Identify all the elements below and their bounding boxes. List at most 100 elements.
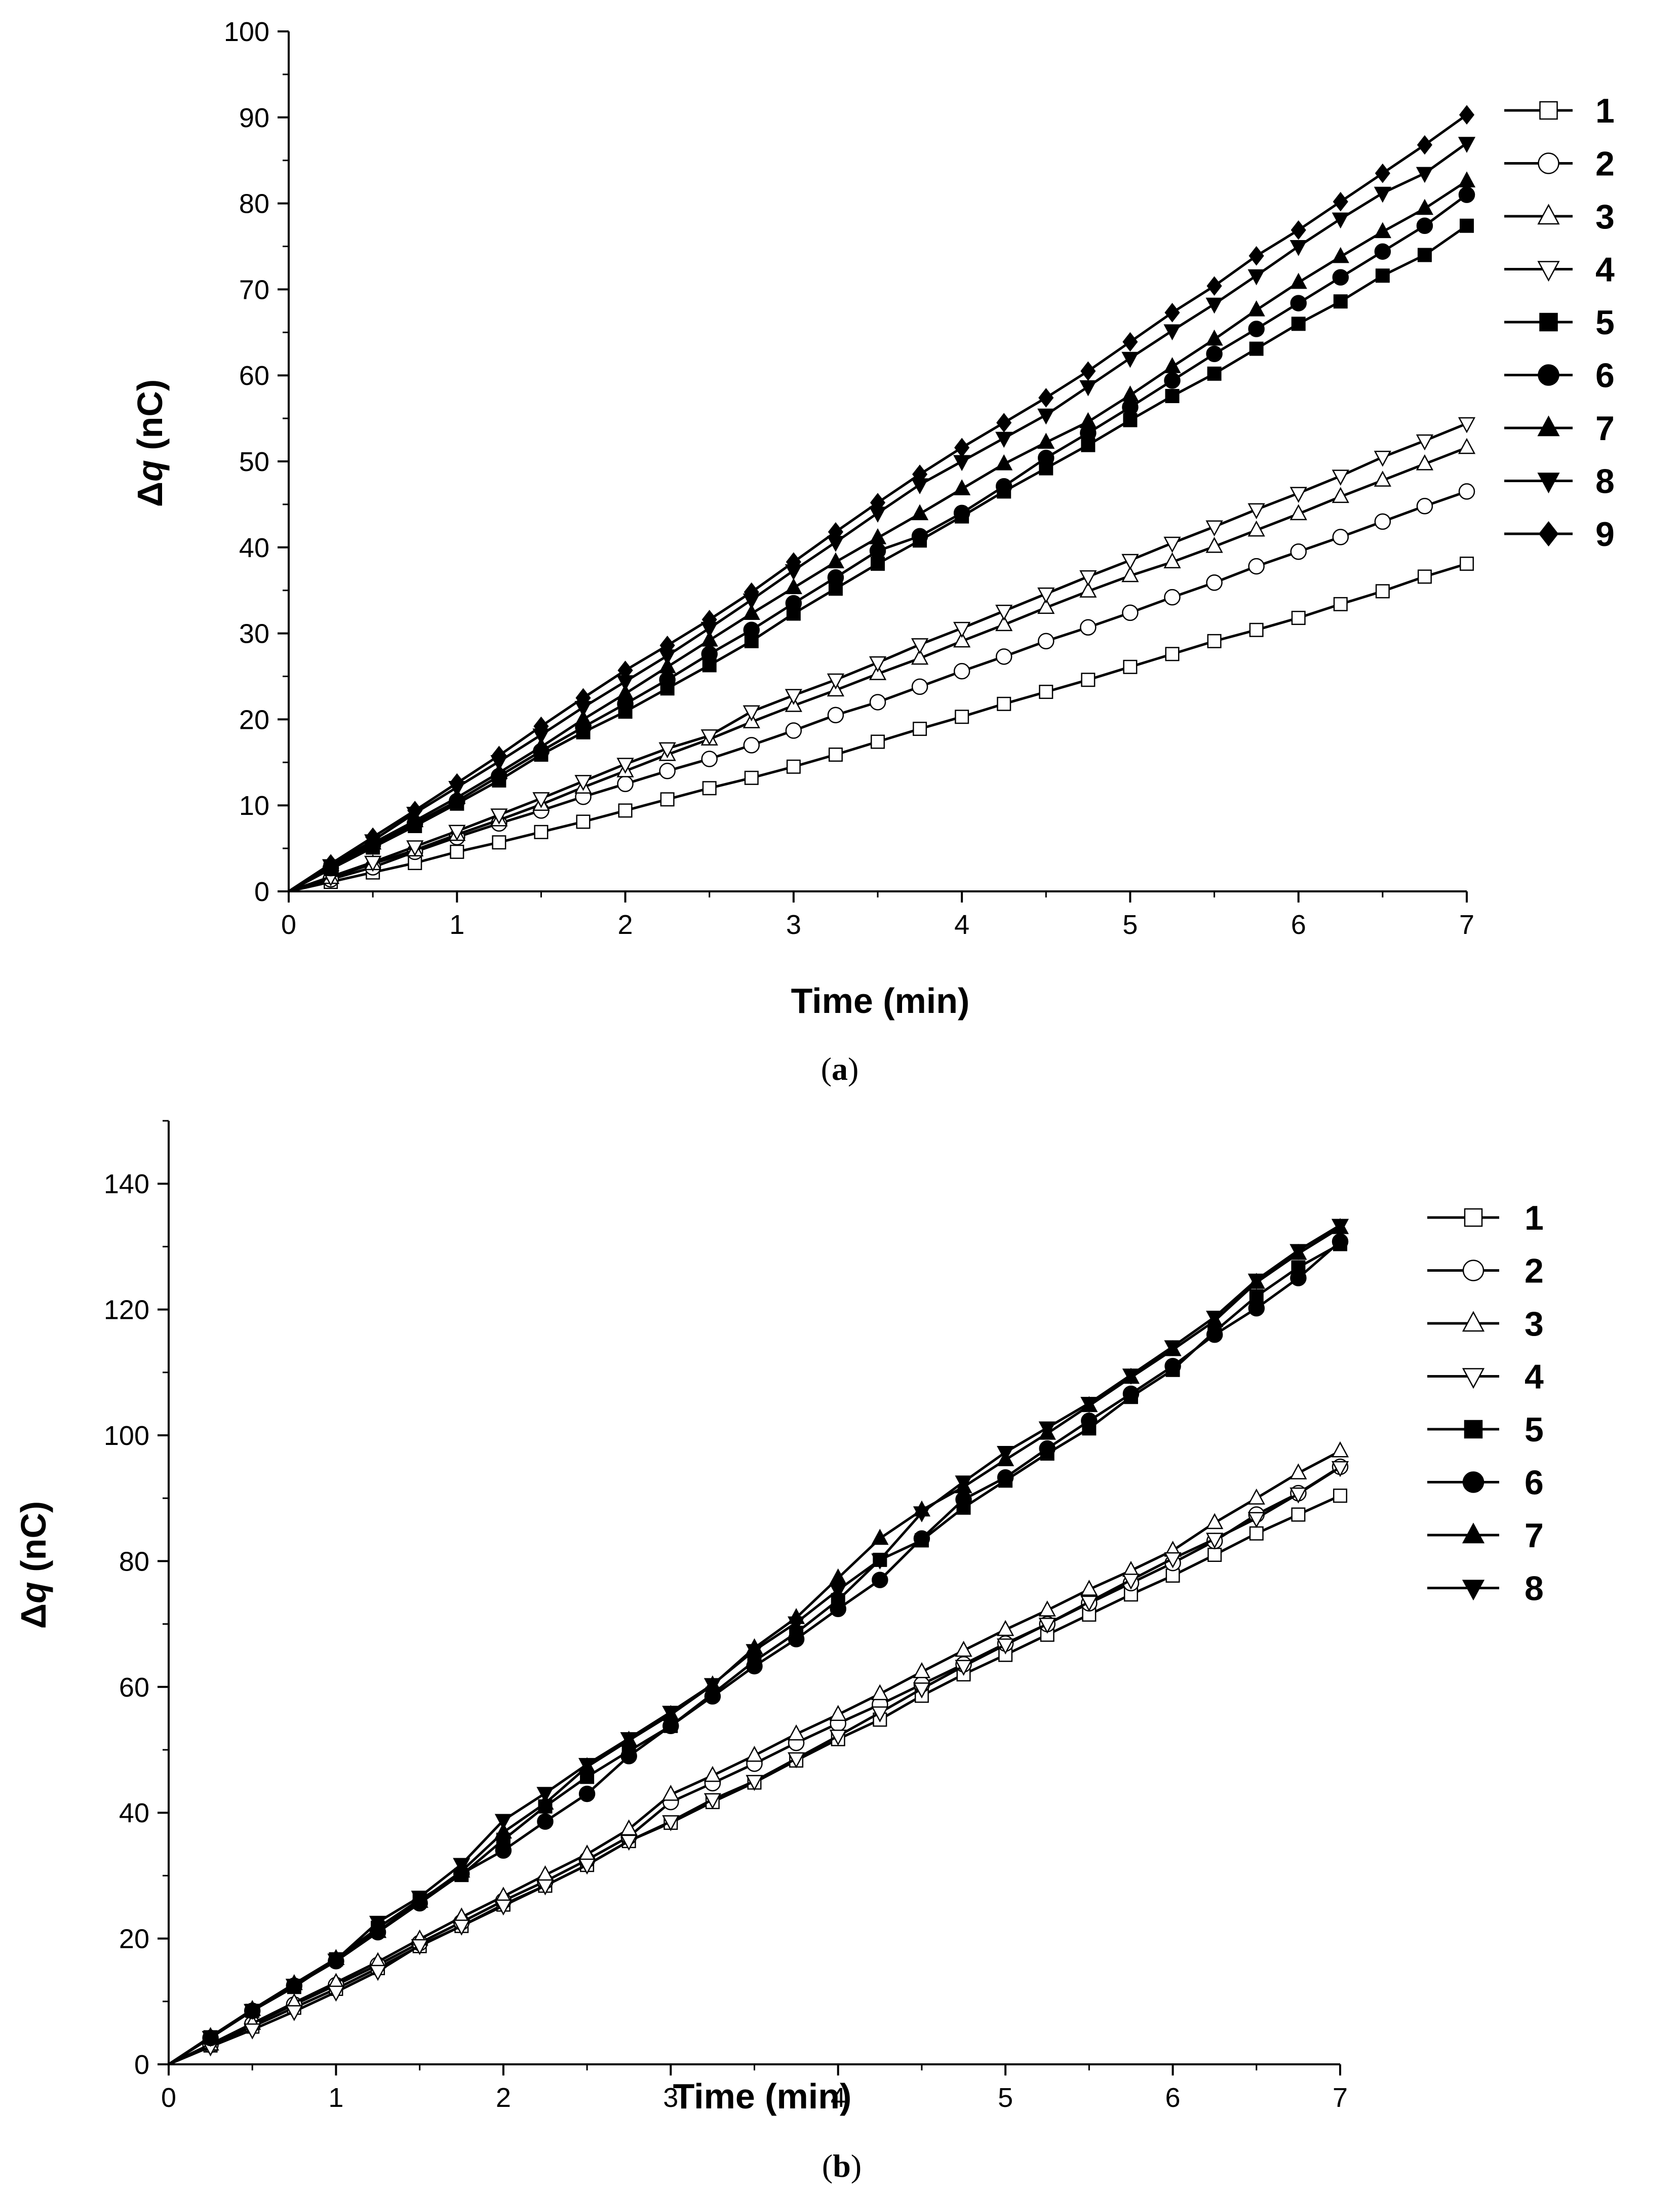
legend-item-a-3: 3 [1504,198,1615,236]
data-point-b-8 [1290,1244,1307,1260]
data-point-a-2 [1248,558,1265,575]
series-group-a [288,105,1476,893]
data-point-a-7 [1290,272,1307,289]
legend-item-b-4: 4 [1427,1358,1544,1396]
legend-marker-a [1538,152,1559,174]
x-tick-label-b: 7 [1333,2083,1348,2113]
legend-label-a: 2 [1595,145,1615,183]
data-point-a-7 [658,657,676,674]
data-point-a-2 [1290,543,1307,560]
data-point-a-2 [659,763,676,779]
data-point-b-6 [830,1600,846,1618]
x-tick-label-a: 1 [449,910,464,940]
data-point-a-1 [534,825,549,839]
data-point-a-4 [1458,417,1476,434]
data-point-b-8 [1331,1219,1349,1235]
data-point-a-1 [1417,569,1432,584]
data-point-a-7 [1416,199,1434,215]
data-point-a-2 [785,722,802,739]
data-point-b-8 [829,1584,847,1600]
data-point-a-3 [1458,438,1476,454]
data-point-a-4 [1416,434,1434,451]
data-point-a-1 [450,844,464,859]
data-point-b-6 [913,1530,930,1547]
data-point-a-6 [1374,243,1391,260]
data-point-a-9 [1459,105,1475,125]
data-point-a-8 [1037,408,1055,425]
legend-item-b-7: 7 [1427,1516,1544,1555]
series-b-8 [168,1219,1349,2066]
data-point-b-8 [202,2031,219,2047]
data-point-a-6 [1290,295,1307,311]
data-point-a-4 [406,840,424,856]
data-point-b-4 [1247,1512,1265,1528]
data-point-a-9 [996,413,1012,433]
data-point-a-4 [490,808,508,825]
series-a-2 [288,483,1475,893]
data-point-b-4 [411,1939,428,1955]
data-point-a-3 [1079,581,1097,598]
data-point-a-4 [743,705,760,722]
data-point-b-1 [1333,1488,1347,1503]
data-point-b-8 [1247,1273,1265,1290]
x-tick-label-a: 0 [281,910,296,940]
data-point-b-8 [578,1758,596,1774]
data-point-b-3 [1206,1513,1224,1530]
data-point-a-7 [532,737,550,754]
data-point-a-5 [1249,341,1264,356]
legend-item-a-7: 7 [1504,409,1615,448]
data-point-a-4 [827,673,845,690]
data-point-a-7 [743,604,760,620]
data-point-a-6 [701,646,718,662]
data-point-b-8 [1038,1421,1056,1438]
data-point-a-9 [1038,388,1054,408]
data-point-a-9 [491,746,507,765]
data-point-a-8 [1332,212,1349,229]
data-point-a-7 [616,684,634,700]
caption-b: (b) [822,2148,862,2184]
data-point-b-3 [704,1766,721,1782]
data-point-b-8 [620,1732,638,1748]
data-point-a-2 [827,707,844,724]
legend-item-a-5: 5 [1504,303,1615,342]
caption-b-open: ( [822,2148,833,2184]
y-axis-title-delta-b: Δ [14,1603,53,1629]
data-point-b-6 [1206,1326,1223,1343]
legend-marker-a [1537,415,1560,437]
data-point-a-4 [1037,587,1055,604]
data-point-b-4 [244,2023,261,2040]
data-point-a-4 [364,855,382,872]
data-point-b-3 [955,1640,972,1657]
legend-marker-a [1539,312,1558,332]
data-point-a-1 [997,696,1011,711]
data-point-a-3 [953,631,971,648]
data-point-a-1 [702,781,717,796]
legend-label-b: 1 [1525,1199,1544,1237]
y-tick-label-b: 100 [104,1421,149,1451]
legend-item-b-2: 2 [1427,1252,1544,1290]
legend-label-b: 4 [1525,1358,1544,1396]
data-point-a-2 [1458,483,1475,500]
x-tick-label-b: 5 [998,2083,1013,2113]
legend-item-a-6: 6 [1504,357,1615,395]
data-point-b-6 [788,1631,805,1648]
ticks-b: 0 1 2 3 4 5 6 7 0 20 40 60 80 100 120 140 [104,1120,1348,2113]
axes-b [168,1121,1340,2065]
data-point-a-2 [617,775,634,792]
data-point-a-4 [658,742,676,759]
y-tick-label-a: 50 [239,447,269,477]
data-point-b-8 [704,1678,721,1694]
data-point-a-4 [785,689,802,705]
legend-item-b-1: 1 [1427,1199,1544,1237]
data-point-b-4 [494,1899,512,1916]
data-point-a-4 [1290,487,1307,503]
data-point-b-8 [997,1446,1014,1462]
data-point-a-4 [1374,451,1391,467]
data-point-b-3 [578,1845,596,1861]
data-point-a-6 [1122,399,1139,416]
data-point-b-6 [955,1491,972,1508]
data-point-b-4 [1164,1552,1182,1569]
legend-b: 1 2 3 4 5 6 7 8 [1427,1199,1544,1608]
data-point-b-4 [453,1919,471,1936]
legend-marker-b [1462,1580,1485,1601]
